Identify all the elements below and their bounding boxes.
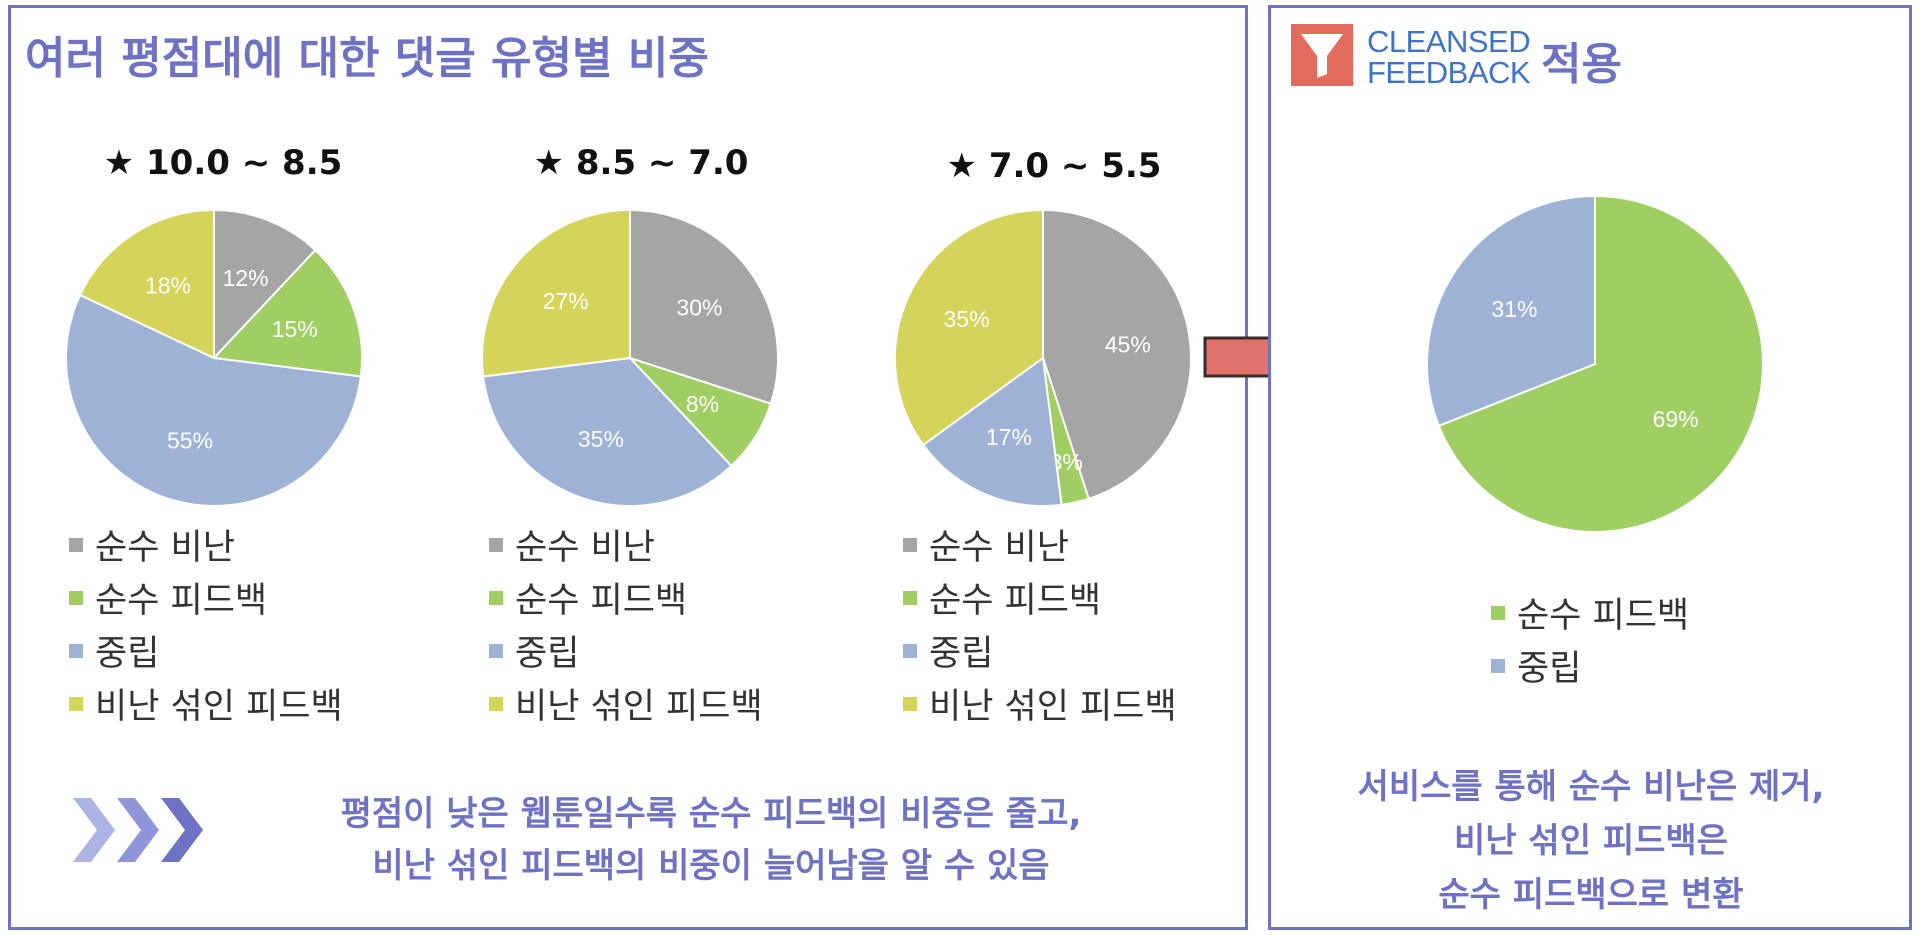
legend-item: 비난 섞인 피드백: [489, 677, 763, 730]
pie-slice: [921, 356, 1063, 507]
pie-title: ★ 10.0 ~ 8.5: [103, 143, 343, 183]
legend-item: 순수 피드백: [69, 571, 343, 624]
legend-item: 중립: [69, 624, 343, 677]
pie-slice: [629, 208, 779, 405]
pie-slice: [78, 208, 215, 360]
pie-slice: [65, 293, 362, 507]
right-title: 적용: [1541, 39, 1622, 90]
legend-swatch: [903, 590, 917, 605]
legend-item: 순수 비난: [489, 518, 763, 571]
legend-label: 순수 피드백: [929, 581, 1102, 621]
legend-swatch: [1491, 605, 1505, 620]
legend-swatch: [69, 537, 83, 552]
legend-label: 순수 피드백: [1517, 596, 1690, 636]
legend-item: 중립: [1491, 639, 1689, 692]
pie-slice: [894, 208, 1044, 447]
conclusion-line: 비난 섞인 피드백의 비중이 늘어남을 알 수 있음: [372, 846, 1050, 886]
legend-swatch: [489, 590, 503, 605]
page-title: 여러 평점대에 대한 댓글 유형별 비중: [25, 33, 709, 84]
data-label: 35%: [943, 306, 989, 332]
legend-item: 순수 비난: [903, 518, 1177, 571]
legend-label: 중립: [1517, 649, 1582, 689]
legend-label: 중립: [515, 634, 580, 674]
conclusion-line: 평점이 낮은 웹툰일수록 순수 피드백의 비중은 줄고,: [340, 794, 1082, 834]
legend-swatch: [903, 537, 917, 552]
legend-label: 비난 섞인 피드백: [95, 687, 343, 727]
legend-item: 비난 섞인 피드백: [903, 677, 1177, 730]
logo-text: CLEANSED FEEDBACK: [1367, 24, 1531, 90]
conclusion-line: 서비스를 통해 순수 비난은 제거,: [1357, 767, 1825, 807]
pie-slice: [1426, 194, 1596, 428]
pie-chart-3: 45%3%17%35%: [894, 208, 1192, 507]
legend-swatch: [69, 643, 83, 658]
pie-slice: [1042, 208, 1192, 501]
legend-label: 순수 비난: [929, 528, 1069, 568]
legend-swatch: [69, 590, 83, 605]
legend-label: 순수 비난: [515, 528, 655, 568]
left-conclusion: 평점이 낮은 웹툰일수록 순수 피드백의 비중은 줄고, 비난 섞인 피드백의 …: [211, 788, 1211, 892]
legend-item: 비난 섞인 피드백: [69, 677, 343, 730]
data-label: 12%: [223, 265, 269, 291]
legend-item: 순수 비난: [69, 518, 343, 571]
data-label: 55%: [167, 427, 213, 453]
data-label: 30%: [676, 295, 722, 321]
legend-label: 순수 비난: [95, 528, 235, 568]
legend-label: 비난 섞인 피드백: [515, 687, 763, 727]
data-label: 31%: [1491, 296, 1537, 322]
left-panel: 여러 평점대에 대한 댓글 유형별 비중 ★ 10.0 ~ 8.5 12% 15%…: [8, 5, 1248, 930]
conclusion-line: 비난 섞인 피드백은: [1454, 821, 1728, 861]
legend-label: 순수 피드백: [515, 581, 688, 621]
pie-slice: [482, 356, 733, 507]
legend-swatch: [903, 643, 917, 658]
legend-item: 순수 피드백: [903, 571, 1177, 624]
legend-swatch: [489, 537, 503, 552]
funnel-icon: [1291, 24, 1353, 86]
data-label: 15%: [272, 316, 318, 342]
conclusion-line: 순수 피드백으로 변환: [1438, 875, 1744, 915]
legend-label: 비난 섞인 피드백: [929, 687, 1177, 727]
pie-title: ★ 8.5 ~ 7.0: [533, 143, 749, 183]
legend-swatch: [1491, 658, 1505, 673]
data-label: 35%: [578, 426, 624, 452]
logo-line: CLEANSED: [1367, 24, 1531, 59]
pie-title: ★ 7.0 ~ 5.5: [946, 146, 1162, 186]
pie-chart-result: 69% 31%: [1426, 194, 1764, 533]
pie-slice: [211, 248, 363, 378]
legend-swatch: [489, 643, 503, 658]
legend-label: 순수 피드백: [95, 581, 268, 621]
data-label: 17%: [986, 424, 1032, 450]
data-label: 8%: [686, 391, 719, 417]
data-label: 27%: [543, 288, 589, 314]
data-label: 69%: [1653, 406, 1699, 432]
right-conclusion: 서비스를 통해 순수 비난은 제거, 비난 섞인 피드백은 순수 피드백으로 변…: [1281, 760, 1901, 922]
pie-slice: [213, 208, 317, 361]
legend-item: 중립: [903, 624, 1177, 677]
logo-line: FEEDBACK: [1367, 55, 1531, 90]
legend-swatch: [69, 696, 83, 711]
pie-chart-1: 12%15% 55% 18%: [65, 208, 363, 507]
legend-swatch: [489, 696, 503, 711]
data-label: 45%: [1105, 332, 1151, 358]
chevron-triple-icon: [73, 798, 203, 862]
pie-chart-2: 30% 8% 35% 27%: [481, 208, 779, 507]
legend-item: 순수 피드백: [1491, 586, 1689, 639]
legend-label: 중립: [929, 634, 994, 674]
legend-label: 중립: [95, 634, 160, 674]
legend-swatch: [903, 696, 917, 711]
legend-item: 중립: [489, 624, 763, 677]
legend-item: 순수 피드백: [489, 571, 763, 624]
data-label: 18%: [145, 273, 191, 299]
pie-slice: [1437, 194, 1764, 533]
pie-slice: [481, 208, 631, 378]
